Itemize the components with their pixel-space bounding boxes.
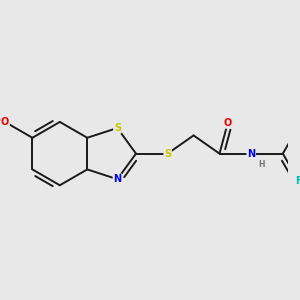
Text: N: N xyxy=(247,148,255,159)
Text: S: S xyxy=(164,148,171,159)
Text: O: O xyxy=(224,118,232,128)
Text: S: S xyxy=(114,123,121,133)
Text: F: F xyxy=(296,176,300,186)
Text: H: H xyxy=(258,160,265,169)
Text: O: O xyxy=(1,117,9,127)
Text: N: N xyxy=(113,174,122,184)
